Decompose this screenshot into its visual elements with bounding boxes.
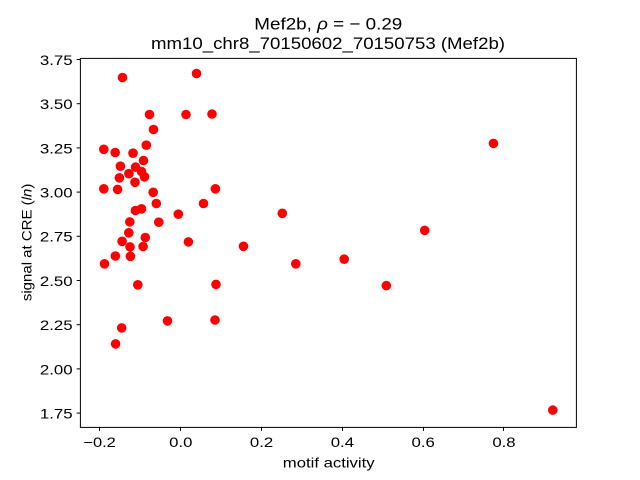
svg-text:0.8: 0.8 [492,434,516,450]
svg-text:motif activity: motif activity [283,455,375,471]
svg-text:3.75: 3.75 [40,52,73,68]
svg-text:Mef2b, ρ = − 0.29: Mef2b, ρ = − 0.29 [254,15,402,34]
svg-text:0.2: 0.2 [250,434,274,450]
svg-text:2.25: 2.25 [40,317,73,333]
svg-text:2.50: 2.50 [40,273,73,289]
svg-text:mm10_chr8_70150602_70150753 (M: mm10_chr8_70150602_70150753 (Mef2b) [151,34,505,53]
svg-text:3.50: 3.50 [40,96,73,112]
svg-text:−0.2: −0.2 [83,434,116,450]
svg-text:1.75: 1.75 [40,406,73,422]
svg-text:signal at CRE (ln): signal at CRE (ln) [18,184,34,302]
svg-text:0.0: 0.0 [169,434,193,450]
svg-text:2.75: 2.75 [40,229,73,245]
svg-text:0.4: 0.4 [331,434,355,450]
svg-text:3.00: 3.00 [40,185,73,201]
svg-text:2.00: 2.00 [40,361,73,377]
svg-text:3.25: 3.25 [40,140,73,156]
svg-text:0.6: 0.6 [412,434,436,450]
